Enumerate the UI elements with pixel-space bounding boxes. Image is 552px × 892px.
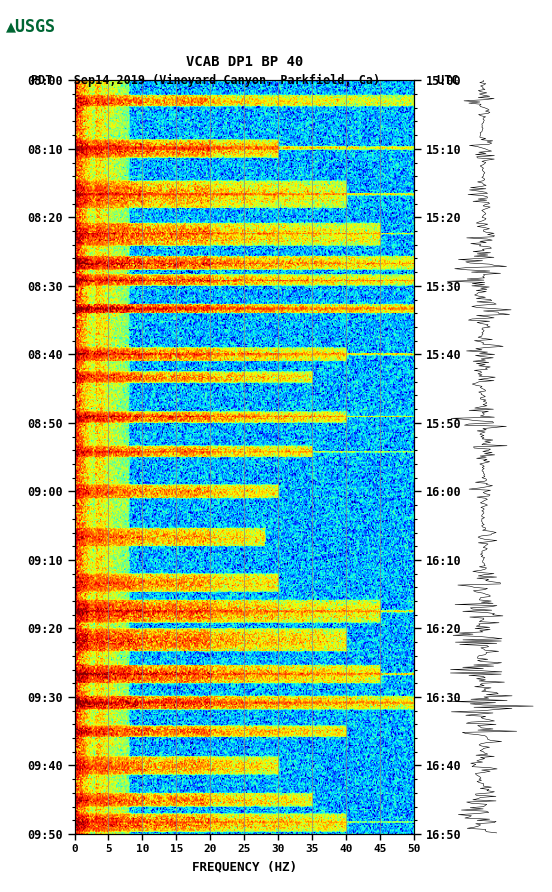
Text: VCAB DP1 BP 40: VCAB DP1 BP 40 [185, 55, 303, 70]
X-axis label: FREQUENCY (HZ): FREQUENCY (HZ) [192, 860, 297, 873]
Text: ▲USGS: ▲USGS [6, 18, 56, 36]
Text: PDT   Sep14,2019 (Vineyard Canyon, Parkfield, Ca)        UTC: PDT Sep14,2019 (Vineyard Canyon, Parkfie… [30, 74, 458, 87]
